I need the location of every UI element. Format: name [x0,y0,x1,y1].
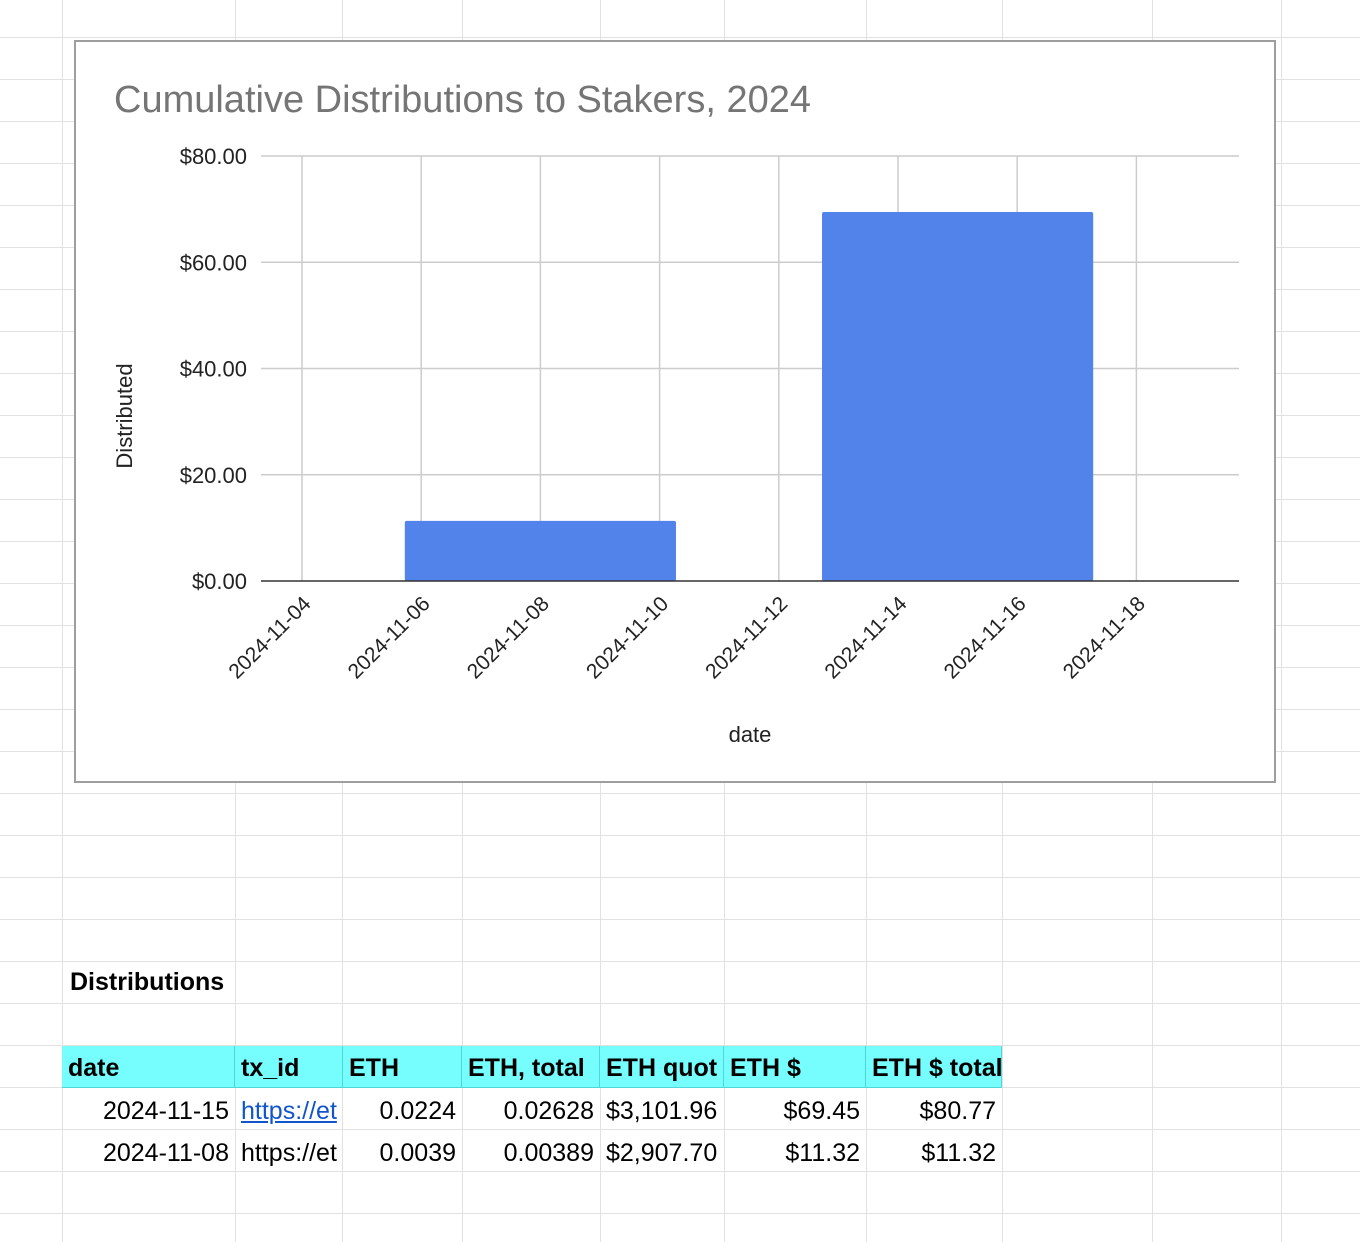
header-eth[interactable]: ETH [343,1046,462,1088]
cell-date[interactable]: 2024-11-08 [102,1139,229,1167]
bar-chart: Cumulative Distributions to Stakers, 202… [112,79,1239,747]
y-tick-label: $20.00 [180,463,247,488]
cell-eth-total[interactable]: 0.00389 [503,1139,594,1167]
y-tick-label: $40.00 [180,357,247,382]
cell-date[interactable]: 2024-11-15 [102,1097,229,1125]
chart-bars [404,212,1094,581]
chart-container[interactable]: Cumulative Distributions to Stakers, 202… [74,40,1276,783]
x-tick-label: 2024-11-08 [463,592,554,683]
header-date[interactable]: date [62,1046,235,1088]
x-tick-labels: 2024-11-04 2024-11-06 2024-11-08 2024-11-10… [224,592,1150,683]
y-tick-label: $60.00 [180,250,247,275]
x-tick-label: 2024-11-14 [820,592,911,683]
cell-tx-link[interactable]: https://et [241,1139,337,1167]
x-tick-label: 2024-11-12 [701,592,792,683]
section-title: Distributions [70,968,225,996]
bar-2024-11-15[interactable] [822,212,1094,581]
header-eth-total[interactable]: ETH, total [462,1046,600,1088]
x-tick-label: 2024-11-18 [1059,592,1150,683]
y-axis-label: Distributed [112,363,137,468]
cell-eth-usd[interactable]: $11.32 [785,1139,860,1167]
cell-eth-quote[interactable]: $2,907.70 [606,1139,718,1167]
header-eth-usd[interactable]: ETH $ [724,1046,866,1088]
x-tick-label: 2024-11-10 [582,592,673,683]
cell-tx-link[interactable]: https://et [241,1097,337,1125]
y-tick-label: $80.00 [180,144,247,169]
x-tick-label: 2024-11-16 [940,592,1031,683]
y-tick-labels: $80.00 $60.00 $40.00 $20.00 $0.00 [180,144,247,594]
header-tx-id[interactable]: tx_id [235,1046,343,1088]
cell-eth-usd-total[interactable]: $11.32 [921,1139,996,1167]
y-tick-label: $0.00 [192,569,247,594]
chart-title: Cumulative Distributions to Stakers, 202… [114,79,811,121]
cell-eth-total[interactable]: 0.02628 [503,1097,594,1125]
cell-eth[interactable]: 0.0039 [379,1139,456,1167]
x-axis-label: date [729,722,772,747]
x-tick-label: 2024-11-04 [224,592,315,683]
cell-eth-quote[interactable]: $3,101.96 [606,1097,718,1125]
cell-eth[interactable]: 0.0224 [379,1097,456,1125]
header-eth-quote[interactable]: ETH quot [600,1046,724,1088]
bar-2024-11-08[interactable] [404,520,676,581]
cell-eth-usd-total[interactable]: $80.77 [919,1097,996,1125]
x-tick-label: 2024-11-06 [344,592,435,683]
header-eth-usd-total[interactable]: ETH $ total [866,1046,1003,1088]
cell-eth-usd[interactable]: $69.45 [783,1097,860,1125]
